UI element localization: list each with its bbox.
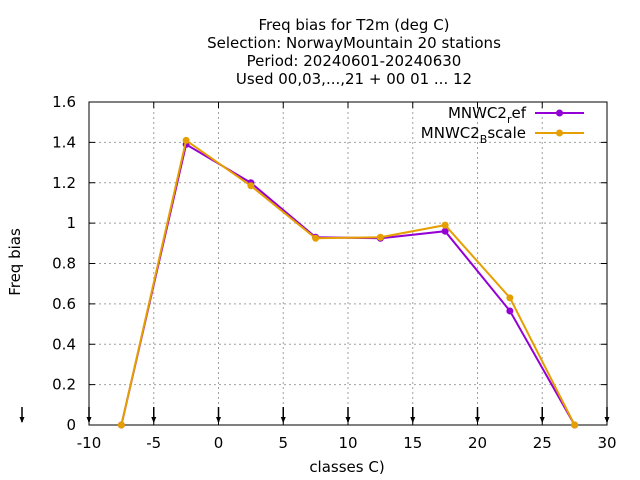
legend-label-2: MNWC2Bscale	[421, 124, 526, 146]
y-tick-label: 0.2	[52, 376, 76, 394]
x-tick-labels: -10 -5 0 5 10 15 20 25 30	[77, 434, 617, 452]
series-2-point	[312, 234, 320, 242]
y-tick-labels: 0 0.2 0.4 0.6 0.8 1 1.2 1.4 1.6	[52, 93, 76, 434]
legend-label-1: MNWC2ref	[448, 104, 527, 126]
title-line-3: Period: 20240601-20240630	[247, 52, 462, 70]
y-tick-label: 0.6	[52, 295, 76, 313]
x-tick-label: 25	[533, 434, 552, 452]
x-tick-label: -5	[146, 434, 161, 452]
bottom-marker-head	[410, 417, 416, 423]
title-line-2: Selection: NorwayMountain 20 stations	[207, 34, 501, 52]
legend-marker-1	[556, 109, 563, 117]
series-2-point	[571, 421, 579, 429]
series-line-2	[120, 138, 576, 426]
bottom-marker-head	[539, 417, 545, 423]
series-2-point	[117, 421, 125, 429]
bottom-marker-head	[280, 417, 286, 423]
x-axis-label: classes C)	[309, 458, 384, 476]
y-tick-label: 1.6	[52, 93, 76, 111]
y-tick-label: 0.4	[52, 335, 76, 353]
y-tick-label: 0.8	[52, 255, 76, 273]
bottom-marker-head	[151, 417, 157, 423]
series-lines	[117, 136, 579, 429]
y-axis-label: Freq bias	[6, 228, 24, 296]
bottom-marker-head	[86, 417, 92, 423]
series-2-point	[182, 136, 190, 144]
bottom-marker-head	[216, 417, 221, 423]
series-1-point	[441, 227, 449, 235]
y-tick-label: 0	[66, 416, 76, 434]
grid	[89, 102, 607, 425]
legend-marker-2	[556, 129, 563, 137]
x-tick-label: -10	[77, 434, 102, 452]
bottom-marker-head	[604, 417, 610, 423]
plot-frame	[88, 101, 608, 426]
x-tick-label: 0	[214, 434, 224, 452]
series-1-point	[506, 307, 514, 315]
y-tick-label: 1	[66, 214, 76, 232]
x-tick-label: 15	[403, 434, 422, 452]
series-2-point	[376, 233, 384, 241]
x-tick-label: 5	[278, 434, 288, 452]
chart-title: Freq bias for T2m (deg C) Selection: Nor…	[207, 16, 501, 88]
title-line-4: Used 00,03,...,21 + 00 01 ... 12	[236, 70, 472, 88]
bottom-markers	[19, 407, 610, 423]
bottom-marker-outside-head	[19, 417, 25, 423]
x-tick-label: 20	[468, 434, 487, 452]
series-2-point	[247, 182, 255, 190]
bottom-marker-head	[345, 417, 351, 423]
y-tick-label: 1.4	[52, 133, 76, 151]
series-2-point	[506, 294, 514, 302]
x-tick-label: 10	[338, 434, 357, 452]
x-tick-label: 30	[597, 434, 616, 452]
y-tick-label: 1.2	[52, 174, 76, 192]
bottom-marker-head	[475, 417, 480, 423]
series-2-point	[441, 221, 449, 229]
title-line-1: Freq bias for T2m (deg C)	[258, 16, 449, 34]
